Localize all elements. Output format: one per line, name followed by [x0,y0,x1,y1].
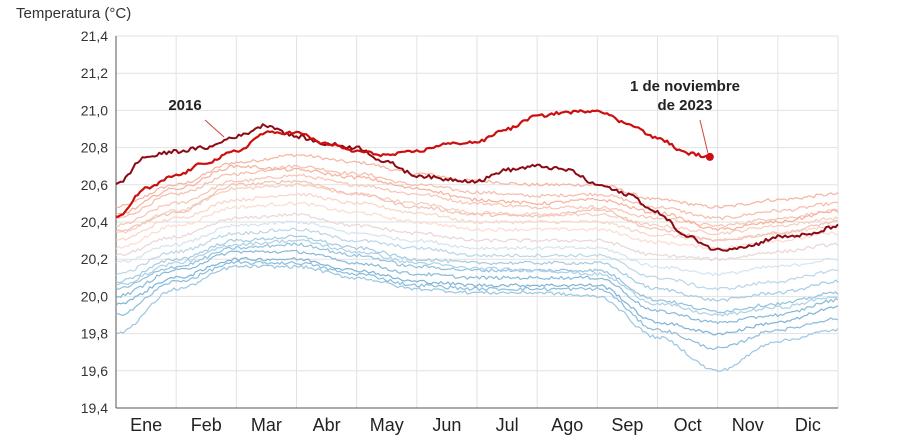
background-year-line [116,164,839,232]
background-year-line [115,212,839,262]
annotation-2023: 1 de noviembre de 2023 [630,78,740,114]
background-year-line [115,173,839,228]
background-year-line [115,220,839,277]
y-tick-label: 20,0 [81,288,108,304]
background-year-line [115,227,839,291]
y-tick-label: 21,4 [81,28,108,44]
x-tick-label: Nov [732,415,764,435]
x-tick-label: Feb [191,415,222,435]
y-tick-label: 19,6 [81,363,108,379]
annotation-2023-leader [699,119,709,154]
y-tick-label: 21,2 [81,65,108,81]
x-tick-label: May [370,415,404,435]
x-tick-label: Ene [130,415,162,435]
background-year-line [115,260,839,351]
background-year-line [115,249,839,325]
x-tick-label: Abr [313,415,341,435]
background-year-line [115,179,839,243]
grid [115,35,839,409]
background-year-line [115,239,839,317]
x-tick-label: Jun [432,415,461,435]
x-tick-labels: Ene Feb Mar Abr May Jun Jul Ago Sep Oct Nov Dic [130,415,821,435]
background-year-lines [115,153,839,372]
y-axis-label: Temperatura (°C) [16,5,131,22]
y-tick-label: 20,2 [81,251,108,267]
annotation-2023-line: de 2023 [657,97,712,114]
y-tick-label: 21,0 [81,102,108,118]
background-year-line [115,256,839,336]
background-year-line [115,234,839,302]
latest-point-marker [705,152,714,161]
y-tick-label: 19,8 [81,326,108,342]
y-tick-label: 19,4 [81,400,108,416]
x-tick-label: Oct [674,415,702,435]
annotations: 2016 1 de noviembre de 2023 [168,78,740,154]
annotation-2016: 2016 [168,97,201,114]
x-tick-label: Ago [551,415,583,435]
x-tick-label: Dic [795,415,821,435]
series-line-2023 [115,109,709,219]
y-tick-label: 20,8 [81,140,108,156]
highlighted-year-lines [115,109,839,252]
y-tick-label: 20,6 [81,177,108,193]
background-year-line [115,242,839,314]
background-year-line [115,164,839,221]
y-tick-label: 20,4 [81,214,108,230]
y-tick-labels: 19,4 19,6 19,8 20,0 20,2 20,4 20,6 20,8 21,0 21,2… [81,28,108,416]
x-tick-label: Jul [496,415,519,435]
background-year-line [115,264,839,372]
annotation-2023-line: 1 de noviembre [630,78,740,95]
annotation-2016-leader [204,119,225,138]
x-tick-label: Sep [611,415,643,435]
series-line-2016 [115,123,839,252]
background-year-line [115,153,839,209]
x-tick-label: Mar [251,415,282,435]
